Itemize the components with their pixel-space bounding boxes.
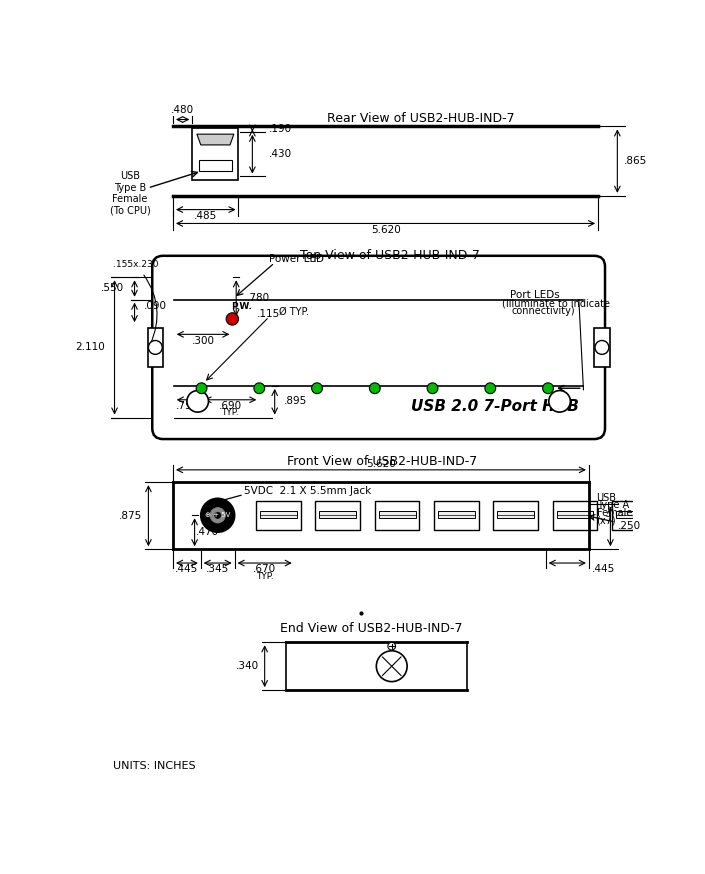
Text: .755: .755: [176, 401, 200, 411]
Circle shape: [201, 498, 235, 532]
Text: .480: .480: [171, 105, 195, 115]
Circle shape: [543, 383, 553, 393]
Bar: [147, 328, 163, 367]
Text: Rear View of USB2-HUB-IND-7: Rear View of USB2-HUB-IND-7: [327, 112, 515, 125]
Bar: [200, 160, 231, 171]
Text: USB: USB: [596, 493, 617, 503]
Text: .340: .340: [235, 662, 259, 671]
Circle shape: [210, 508, 226, 523]
Circle shape: [485, 383, 496, 393]
Text: TYP.: TYP.: [256, 572, 274, 581]
Text: Ø TYP.: Ø TYP.: [278, 307, 309, 317]
Bar: [192, 128, 238, 180]
Text: .190: .190: [269, 124, 293, 134]
Text: .470: .470: [196, 527, 219, 538]
Bar: [493, 501, 538, 530]
Circle shape: [149, 341, 162, 354]
Bar: [497, 510, 534, 518]
Text: .690: .690: [219, 401, 242, 411]
Text: Port LEDs: Port LEDs: [510, 290, 559, 300]
Bar: [556, 510, 594, 518]
Text: Type A: Type A: [596, 500, 629, 510]
Text: 5VDC  2.1 X 5.5mm Jack: 5VDC 2.1 X 5.5mm Jack: [244, 487, 371, 496]
Text: Female: Female: [596, 508, 632, 518]
Circle shape: [388, 642, 396, 650]
Circle shape: [376, 651, 407, 682]
Text: Top View of USB2-HUB-IND-7: Top View of USB2-HUB-IND-7: [300, 248, 480, 261]
Text: UNITS: INCHES: UNITS: INCHES: [113, 760, 195, 771]
Text: .875: .875: [119, 510, 142, 521]
Bar: [615, 510, 653, 518]
Circle shape: [214, 512, 221, 518]
Text: End View of USB2-HUB-IND-7: End View of USB2-HUB-IND-7: [280, 622, 462, 635]
Text: .115: .115: [257, 309, 280, 318]
Text: .345: .345: [206, 565, 229, 574]
Text: .250: .250: [618, 521, 642, 531]
Text: .300: .300: [192, 336, 214, 345]
FancyBboxPatch shape: [152, 256, 605, 439]
Text: .090: .090: [144, 301, 167, 311]
Text: connectivity): connectivity): [512, 306, 575, 316]
Text: USB
Type B
Female
(To CPU): USB Type B Female (To CPU): [109, 171, 150, 216]
Circle shape: [427, 383, 438, 393]
Circle shape: [595, 341, 609, 354]
Bar: [260, 510, 297, 518]
Text: USB 2.0 7-Port HUB: USB 2.0 7-Port HUB: [411, 399, 579, 414]
Text: .430: .430: [269, 149, 293, 159]
Bar: [256, 501, 301, 530]
Text: .445: .445: [176, 565, 199, 574]
Text: (x7): (x7): [596, 516, 616, 525]
Bar: [319, 510, 356, 518]
Text: .445: .445: [592, 565, 615, 574]
Text: 5.620: 5.620: [366, 459, 396, 468]
Text: Front View of USB2-HUB-IND-7: Front View of USB2-HUB-IND-7: [288, 454, 477, 468]
Bar: [316, 501, 360, 530]
Text: .155x.230: .155x.230: [114, 260, 159, 269]
Text: .485: .485: [194, 211, 217, 221]
Bar: [379, 510, 415, 518]
Text: .895: .895: [284, 396, 307, 406]
Bar: [612, 501, 656, 530]
Text: 2.110: 2.110: [75, 343, 105, 352]
Text: TYP.: TYP.: [221, 408, 239, 418]
Text: .550: .550: [101, 283, 124, 293]
Text: P.W.: P.W.: [231, 302, 252, 311]
Bar: [594, 328, 610, 367]
Circle shape: [548, 391, 570, 413]
Text: 5.620: 5.620: [371, 225, 400, 234]
Bar: [434, 501, 479, 530]
Polygon shape: [197, 134, 234, 145]
Text: Power LED: Power LED: [269, 253, 324, 264]
Bar: [375, 501, 419, 530]
Circle shape: [369, 383, 380, 393]
Text: (Illuminate to indicate: (Illuminate to indicate: [502, 299, 610, 309]
Text: .780: .780: [247, 293, 270, 303]
Text: ⊕ + 5V: ⊕ + 5V: [205, 512, 231, 518]
Text: ⊕ + 5V: ⊕ + 5V: [205, 512, 231, 518]
Text: .865: .865: [623, 156, 646, 166]
Bar: [553, 501, 597, 530]
Circle shape: [187, 391, 209, 413]
Text: .670: .670: [253, 565, 276, 574]
Bar: [438, 510, 475, 518]
Circle shape: [312, 383, 322, 393]
Circle shape: [226, 313, 238, 325]
Circle shape: [254, 383, 264, 393]
Circle shape: [196, 383, 207, 393]
